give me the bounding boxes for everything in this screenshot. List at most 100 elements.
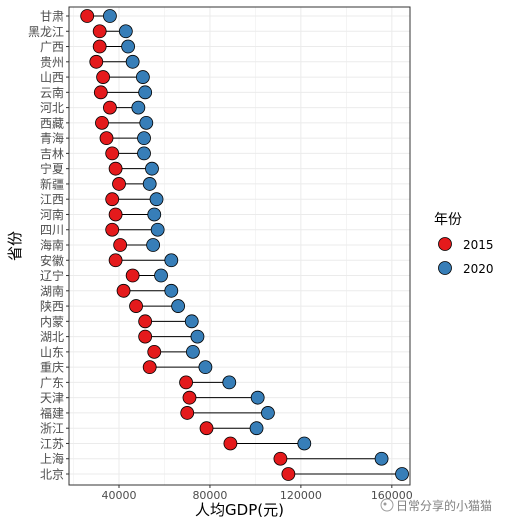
- y-tick-label: 湖北: [40, 329, 64, 344]
- watermark: 日常分享的小猫猫: [380, 498, 492, 513]
- legend-swatch-2015: [438, 237, 452, 251]
- y-tick-label: 黑龙江: [28, 25, 64, 39]
- y-tick-label: 河南: [40, 207, 64, 222]
- point-2015: [180, 406, 195, 420]
- point-2020: [250, 390, 265, 405]
- y-tick-label: 辽宁: [40, 268, 64, 283]
- point-2015: [80, 9, 95, 23]
- point-2015: [113, 238, 128, 252]
- point-2020: [146, 238, 161, 252]
- point-2020: [249, 421, 264, 436]
- y-tick-label: 福建: [40, 405, 64, 420]
- point-2020: [190, 329, 205, 344]
- y-tick-label: 新疆: [40, 176, 64, 191]
- watermark-text: 日常分享的小猫猫: [396, 498, 492, 513]
- point-2015: [89, 54, 104, 69]
- point-2015: [92, 39, 107, 54]
- legend-title: 年份: [434, 212, 462, 228]
- legend: 年份 2015 2020: [434, 212, 494, 276]
- point-2015: [99, 131, 114, 146]
- y-tick-label: 天津: [40, 391, 64, 405]
- point-2015: [138, 329, 153, 344]
- y-tick-label: 广西: [40, 40, 64, 54]
- point-2020: [164, 283, 179, 298]
- point-2015: [138, 314, 153, 329]
- point-2020: [297, 436, 312, 451]
- y-tick-label: 海南: [40, 238, 64, 253]
- y-tick-label: 吉林: [40, 147, 64, 161]
- y-tick-label: 宁夏: [40, 161, 64, 176]
- legend-label-2015: 2015: [463, 238, 494, 252]
- point-2020: [261, 406, 275, 420]
- grid-layer: [69, 7, 410, 485]
- y-tick-label: 湖南: [40, 283, 64, 298]
- point-2020: [171, 299, 186, 313]
- y-tick-label: 山西: [40, 71, 64, 85]
- point-2015: [105, 192, 120, 207]
- point-2015: [199, 421, 214, 436]
- point-layer: [80, 9, 409, 481]
- point-2020: [164, 253, 179, 268]
- point-2015: [103, 100, 117, 115]
- point-2015: [273, 451, 288, 466]
- y-tick-label: 云南: [40, 85, 64, 100]
- point-2020: [142, 177, 157, 191]
- point-2015: [129, 299, 143, 313]
- point-2015: [105, 222, 120, 237]
- point-2020: [145, 161, 159, 176]
- x-tick-label: 160000: [371, 489, 413, 502]
- x-axis-title: 人均GDP(元): [195, 501, 284, 519]
- point-2015: [108, 161, 123, 176]
- point-2020: [103, 9, 117, 23]
- y-tick-label: 江西: [40, 193, 64, 207]
- point-2015: [108, 207, 123, 222]
- point-2015: [112, 177, 126, 191]
- y-tick-label: 浙江: [40, 422, 64, 436]
- point-2020: [131, 100, 146, 115]
- point-2020: [149, 192, 164, 207]
- point-2015: [108, 253, 123, 268]
- point-2020: [154, 268, 168, 283]
- point-2015: [125, 268, 140, 283]
- y-tick-label: 山东: [40, 345, 64, 359]
- point-2020: [184, 314, 199, 329]
- point-2020: [137, 146, 151, 161]
- y-tick-label: 甘肃: [40, 10, 64, 24]
- point-2015: [92, 24, 107, 39]
- y-tick-label: 北京: [40, 468, 64, 482]
- y-axis-title: 省份: [6, 231, 24, 261]
- point-2020: [135, 70, 150, 84]
- point-2020: [138, 85, 153, 100]
- point-2015: [96, 70, 110, 84]
- y-tick-label: 重庆: [40, 361, 64, 375]
- point-2015: [95, 115, 109, 130]
- point-2020: [121, 39, 136, 54]
- point-2020: [185, 344, 200, 359]
- point-2020: [137, 131, 151, 146]
- point-2015: [116, 283, 131, 298]
- x-tick-label: 40000: [102, 489, 137, 502]
- legend-swatch-2020: [438, 261, 452, 275]
- y-tick-label: 陕西: [40, 299, 64, 314]
- point-2015: [147, 344, 162, 359]
- legend-label-2020: 2020: [463, 262, 494, 276]
- point-2020: [374, 451, 389, 466]
- point-2020: [395, 467, 409, 481]
- point-2020: [222, 375, 237, 390]
- watermark-logo-dot-icon: [383, 502, 387, 506]
- point-2015: [93, 85, 108, 100]
- y-tick-label: 青海: [40, 131, 64, 146]
- y-tick-label: 广东: [40, 376, 64, 390]
- point-2015: [105, 146, 120, 161]
- y-tick-label: 贵州: [40, 55, 64, 69]
- point-2015: [223, 436, 238, 451]
- point-2015: [281, 467, 296, 481]
- x-tick-layer: 40000 80000 120000 160000: [102, 485, 413, 502]
- point-2015: [142, 360, 157, 375]
- point-2020: [147, 207, 162, 222]
- point-2020: [150, 222, 165, 237]
- point-2015: [182, 390, 197, 405]
- x-tick-label: 80000: [192, 489, 227, 502]
- point-2015: [179, 375, 193, 390]
